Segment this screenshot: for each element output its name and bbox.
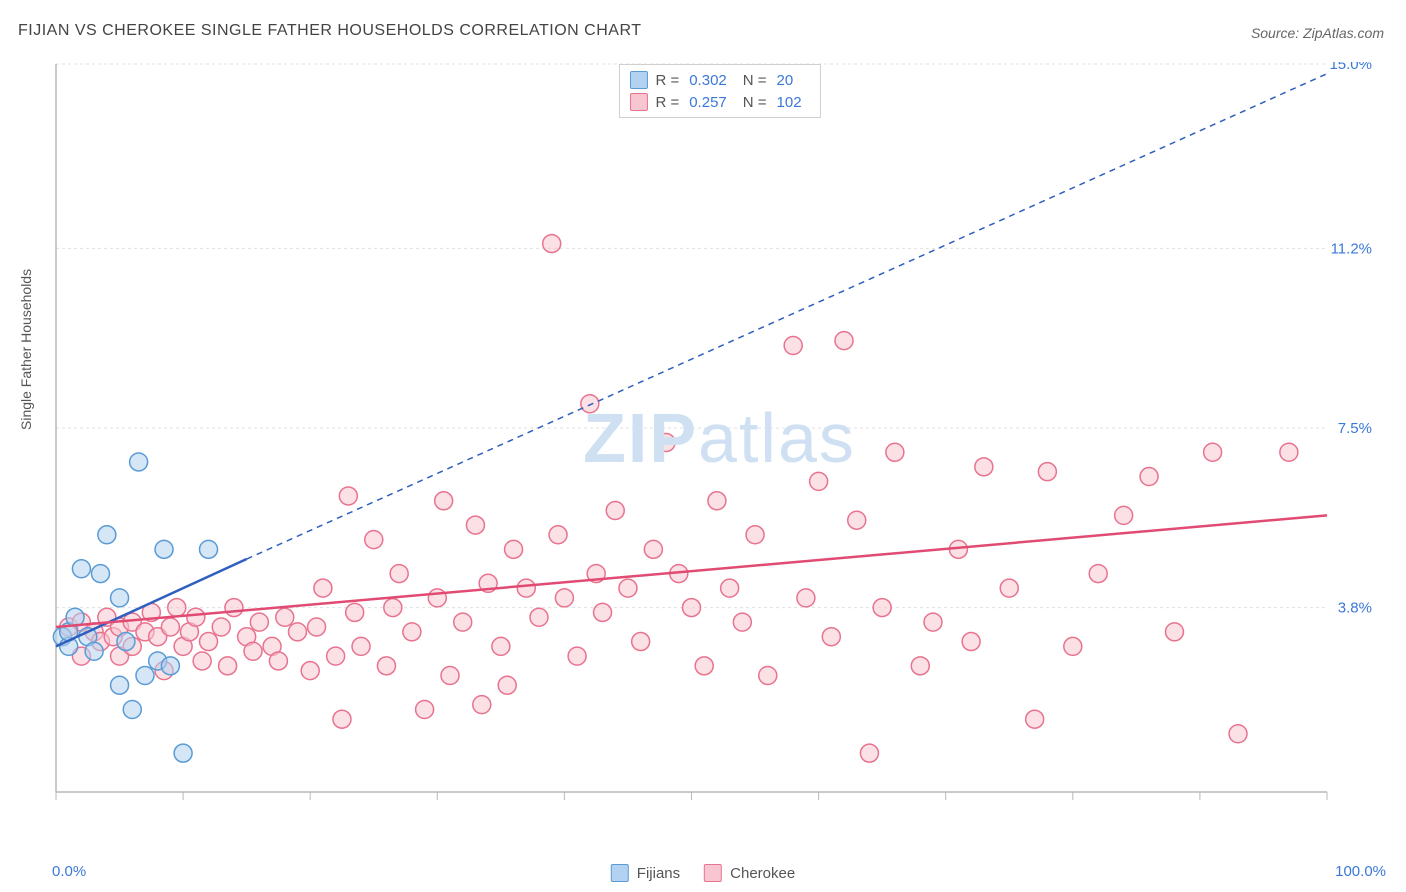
legend-row-cherokee: R = 0.257 N = 102 <box>629 91 809 113</box>
correlation-legend: R = 0.302 N = 20 R = 0.257 N = 102 <box>618 64 820 118</box>
legend-n-value-fijians: 20 <box>777 72 794 89</box>
series-name-fijians: Fijians <box>637 865 680 882</box>
series-legend-fijians: Fijians <box>611 864 680 882</box>
source-label: Source: ZipAtlas.com <box>1251 25 1384 41</box>
svg-text:15.0%: 15.0% <box>1329 62 1372 73</box>
legend-swatch-cherokee-icon <box>704 864 722 882</box>
legend-r-value-cherokee: 0.257 <box>689 94 727 111</box>
x-axis-min-label: 0.0% <box>52 863 86 880</box>
y-axis-label: Single Father Households <box>18 269 34 430</box>
legend-n-label: N = <box>743 72 767 89</box>
svg-text:7.5%: 7.5% <box>1338 420 1372 437</box>
series-legend-cherokee: Cherokee <box>704 864 795 882</box>
chart-container: FIJIAN VS CHEROKEE SINGLE FATHER HOUSEHO… <box>0 0 1406 892</box>
x-axis-max-label: 100.0% <box>1335 863 1386 880</box>
legend-r-value-fijians: 0.302 <box>689 72 727 89</box>
plot-area: R = 0.302 N = 20 R = 0.257 N = 102 ZIPat… <box>52 62 1387 822</box>
legend-swatch-fijians <box>629 71 647 89</box>
svg-text:11.2%: 11.2% <box>1331 240 1372 257</box>
legend-n-label: N = <box>743 94 767 111</box>
scatter-chart: 3.8% 7.5% 11.2% 15.0% <box>52 62 1387 822</box>
legend-row-fijians: R = 0.302 N = 20 <box>629 69 809 91</box>
chart-title: FIJIAN VS CHEROKEE SINGLE FATHER HOUSEHO… <box>18 22 642 40</box>
series-legend: Fijians Cherokee <box>611 864 795 882</box>
svg-text:3.8%: 3.8% <box>1338 600 1372 617</box>
legend-r-label: R = <box>655 72 679 89</box>
series-name-cherokee: Cherokee <box>730 865 795 882</box>
legend-r-label: R = <box>655 94 679 111</box>
legend-n-value-cherokee: 102 <box>777 94 802 111</box>
legend-swatch-fijians-icon <box>611 864 629 882</box>
legend-swatch-cherokee <box>629 93 647 111</box>
